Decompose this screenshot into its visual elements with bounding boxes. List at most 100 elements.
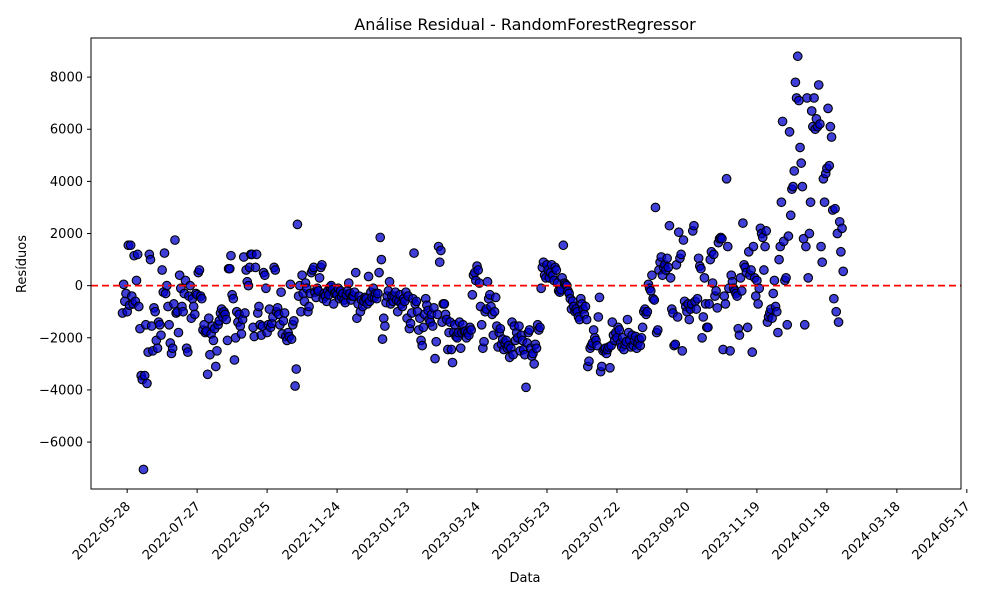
data-point bbox=[805, 197, 816, 208]
data-point bbox=[259, 270, 270, 281]
data-point bbox=[430, 353, 440, 364]
data-point bbox=[350, 267, 361, 278]
data-point bbox=[792, 51, 803, 62]
data-point bbox=[156, 330, 166, 341]
data-point bbox=[806, 106, 817, 116]
data-point bbox=[708, 249, 719, 260]
data-point bbox=[373, 288, 383, 299]
data-point bbox=[813, 80, 824, 90]
data-point bbox=[439, 299, 450, 309]
data-point bbox=[830, 203, 840, 214]
data-point bbox=[734, 330, 745, 341]
data-point bbox=[788, 181, 798, 192]
data-point bbox=[801, 241, 811, 252]
data-point bbox=[221, 314, 232, 325]
data-point bbox=[189, 309, 200, 320]
data-point bbox=[696, 263, 706, 274]
data-point bbox=[663, 262, 674, 273]
data-point bbox=[652, 325, 663, 335]
data-point bbox=[455, 343, 466, 354]
data-point bbox=[427, 321, 438, 331]
data-point bbox=[783, 231, 794, 241]
data-point bbox=[670, 339, 681, 350]
data-point bbox=[524, 325, 535, 335]
data-point bbox=[738, 218, 748, 228]
data-point bbox=[289, 316, 299, 326]
data-point bbox=[673, 227, 684, 238]
data-point bbox=[824, 160, 835, 171]
data-point bbox=[684, 314, 695, 325]
y-axis-title: Resíduos bbox=[15, 235, 30, 293]
data-point bbox=[558, 240, 569, 251]
data-point bbox=[436, 245, 446, 256]
data-point bbox=[596, 361, 607, 372]
data-point bbox=[588, 325, 599, 335]
data-point bbox=[210, 361, 221, 372]
data-point bbox=[817, 257, 828, 268]
data-point bbox=[665, 272, 676, 283]
data-point bbox=[736, 286, 747, 296]
data-point bbox=[514, 321, 524, 331]
data-point bbox=[622, 314, 633, 325]
data-point bbox=[746, 265, 756, 275]
data-point bbox=[178, 306, 188, 317]
data-point bbox=[154, 319, 165, 330]
data-point bbox=[489, 306, 500, 317]
data-point bbox=[768, 288, 779, 299]
data-point bbox=[829, 293, 839, 304]
data-point bbox=[650, 202, 661, 213]
data-point bbox=[769, 275, 780, 286]
data-point bbox=[693, 253, 704, 264]
data-point bbox=[838, 266, 849, 277]
x-tick-label: 2023-01-23 bbox=[350, 499, 414, 563]
plot-frame bbox=[90, 37, 962, 490]
data-point bbox=[722, 241, 733, 252]
data-point bbox=[637, 322, 648, 333]
data-point bbox=[697, 332, 707, 343]
data-point bbox=[614, 325, 625, 335]
data-point bbox=[584, 356, 594, 367]
data-point bbox=[276, 287, 286, 298]
x-tick-label: 2023-07-22 bbox=[560, 499, 624, 563]
data-point bbox=[761, 226, 772, 236]
y-tick-label: −2000 bbox=[39, 331, 83, 346]
data-point bbox=[767, 313, 777, 324]
x-tick-label: 2023-11-19 bbox=[700, 499, 764, 563]
data-point bbox=[799, 319, 810, 330]
data-point bbox=[405, 318, 416, 329]
data-point bbox=[678, 235, 689, 245]
data-point bbox=[676, 249, 686, 260]
data-point bbox=[742, 322, 753, 333]
data-point bbox=[304, 301, 314, 312]
data-point bbox=[447, 357, 458, 368]
data-point bbox=[816, 241, 826, 252]
data-point bbox=[699, 272, 710, 283]
data-point bbox=[521, 382, 531, 393]
y-tick-label: −4000 bbox=[39, 383, 83, 398]
data-point bbox=[290, 381, 300, 391]
data-point bbox=[138, 464, 149, 475]
y-tick-label: 2000 bbox=[50, 227, 83, 242]
data-point bbox=[831, 306, 842, 317]
data-point bbox=[164, 319, 174, 330]
data-point bbox=[815, 119, 825, 129]
data-point bbox=[188, 301, 199, 312]
data-point bbox=[823, 103, 833, 114]
data-point bbox=[479, 336, 489, 347]
data-point bbox=[721, 173, 732, 184]
data-point bbox=[825, 121, 836, 132]
data-point bbox=[236, 329, 247, 339]
data-point bbox=[647, 270, 657, 281]
data-point bbox=[173, 327, 184, 338]
data-point bbox=[711, 286, 721, 296]
data-point bbox=[159, 248, 170, 258]
data-point bbox=[411, 296, 422, 307]
data-point bbox=[377, 334, 388, 344]
data-point bbox=[782, 319, 793, 330]
data-point bbox=[167, 343, 178, 354]
data-point bbox=[581, 314, 592, 325]
data-point bbox=[131, 275, 142, 286]
data-point bbox=[251, 249, 262, 260]
data-point bbox=[374, 267, 384, 278]
data-point bbox=[446, 344, 457, 355]
